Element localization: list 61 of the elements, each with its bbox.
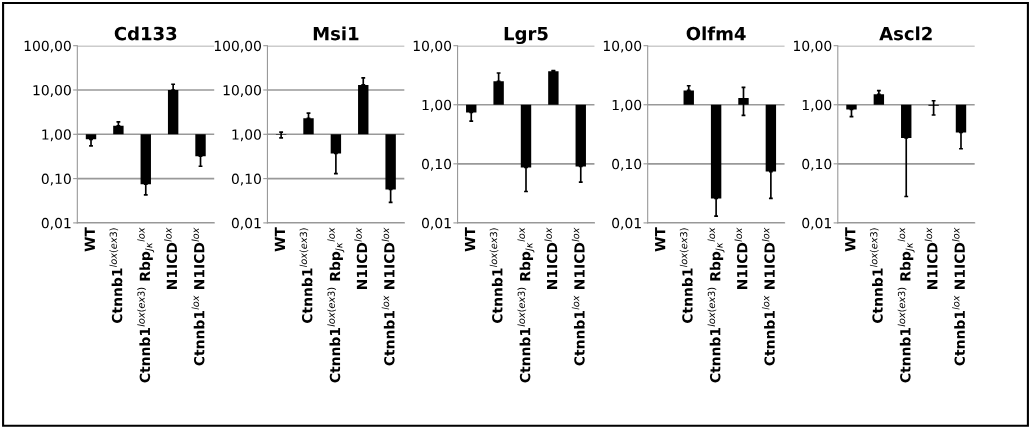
x-tick-label: Ctnnb1$^{lox(ex3)}$ (109, 228, 123, 324)
y-tick-label: 0,01 (421, 217, 451, 230)
bar (113, 125, 124, 135)
y-tick-label: 0,10 (802, 158, 832, 171)
x-tick-label: N1ICD$^{lox}$ (354, 227, 368, 289)
y-tick-label: 0,10 (231, 173, 261, 186)
y-tick-label: 1,00 (42, 129, 71, 142)
y-tick-label: 0,01 (231, 217, 261, 230)
chart-title: Olfm4 (686, 26, 746, 41)
bar (303, 118, 314, 135)
x-tick-label: Ctnnb1$^{lox(ex3)}$ (489, 228, 503, 324)
y-tick-label: 0,10 (612, 158, 642, 171)
bar (167, 89, 179, 135)
x-tick-label: N1ICD$^{lox}$ (924, 227, 938, 289)
x-tick-label: N1ICD$^{lox}$ (544, 227, 558, 289)
x-tick-label: WT (655, 227, 666, 252)
bar (140, 134, 151, 185)
y-tick-label: 10,00 (33, 84, 71, 97)
bar (548, 71, 559, 105)
y-tick-label: 10,00 (794, 40, 832, 53)
x-tick-label: Ctnnb1$^{lox(ex3)}$ (299, 228, 313, 324)
x-tick-label: N1ICD$^{lox}$ (164, 227, 178, 289)
x-tick-label: Ctnnb1$^{lox}$ N1ICD$^{lox}$ (952, 227, 965, 366)
x-tick-label: WT (84, 227, 95, 252)
y-tick-label: 100,00 (214, 40, 261, 53)
y-tick-label: 1,00 (422, 99, 452, 112)
x-tick-label: WT (274, 227, 285, 252)
x-tick-label: Ctnnb1$^{lox(ex3)}$ Rbp$_{Jκ}$$^{lox}$ (897, 227, 915, 383)
y-tick-label: 1,00 (612, 99, 642, 112)
chart-title: Ascl2 (879, 26, 932, 41)
x-tick-label: WT (845, 227, 856, 252)
chart-title: Cd133 (114, 26, 177, 41)
x-tick-label: Ctnnb1$^{lox(ex3)}$ Rbp$_{Jκ}$$^{lox}$ (137, 227, 155, 383)
x-tick-label: Ctnnb1$^{lox(ex3)}$ (869, 228, 883, 324)
y-tick-label: 10,00 (223, 84, 261, 97)
x-tick-label: Ctnnb1$^{lox(ex3)}$ Rbp$_{Jκ}$$^{lox}$ (517, 227, 535, 383)
x-tick-label: Ctnnb1$^{lox(ex3)}$ (679, 228, 693, 324)
x-tick-label: Ctnnb1$^{lox(ex3)}$ Rbp$_{Jκ}$$^{lox}$ (707, 227, 725, 383)
y-tick-label: 1,00 (802, 99, 832, 112)
y-tick-label: 100,00 (24, 40, 71, 53)
x-tick-label: Ctnnb1$^{lox}$ N1ICD$^{lox}$ (191, 227, 205, 366)
x-tick-label: WT (464, 227, 476, 252)
bar (683, 90, 694, 105)
x-tick-label: Ctnnb1$^{lox}$ N1ICD$^{lox}$ (761, 227, 775, 366)
y-tick-label: 0,01 (802, 217, 831, 230)
y-tick-label: 0,10 (421, 158, 452, 171)
y-tick-label: 0,01 (612, 217, 641, 230)
bar (195, 134, 206, 157)
chart-title: Msi1 (313, 26, 359, 41)
x-tick-label: Ctnnb1$^{lox}$ N1ICD$^{lox}$ (571, 227, 585, 366)
x-tick-label: Ctnnb1$^{lox}$ N1ICD$^{lox}$ (381, 227, 395, 366)
chart-title: Lgr5 (504, 26, 548, 45)
x-tick-label: N1ICD$^{lox}$ (734, 227, 748, 289)
y-tick-label: 1,00 (232, 129, 261, 142)
bar (493, 81, 504, 105)
y-tick-label: 0,01 (41, 217, 71, 230)
y-tick-label: 0,10 (41, 173, 71, 186)
y-tick-label: 10,00 (603, 40, 642, 53)
bar (358, 84, 369, 135)
y-tick-label: 10,00 (413, 40, 452, 53)
x-tick-label: Ctnnb1$^{lox(ex3)}$ Rbp$_{Jκ}$$^{lox}$ (327, 227, 345, 383)
